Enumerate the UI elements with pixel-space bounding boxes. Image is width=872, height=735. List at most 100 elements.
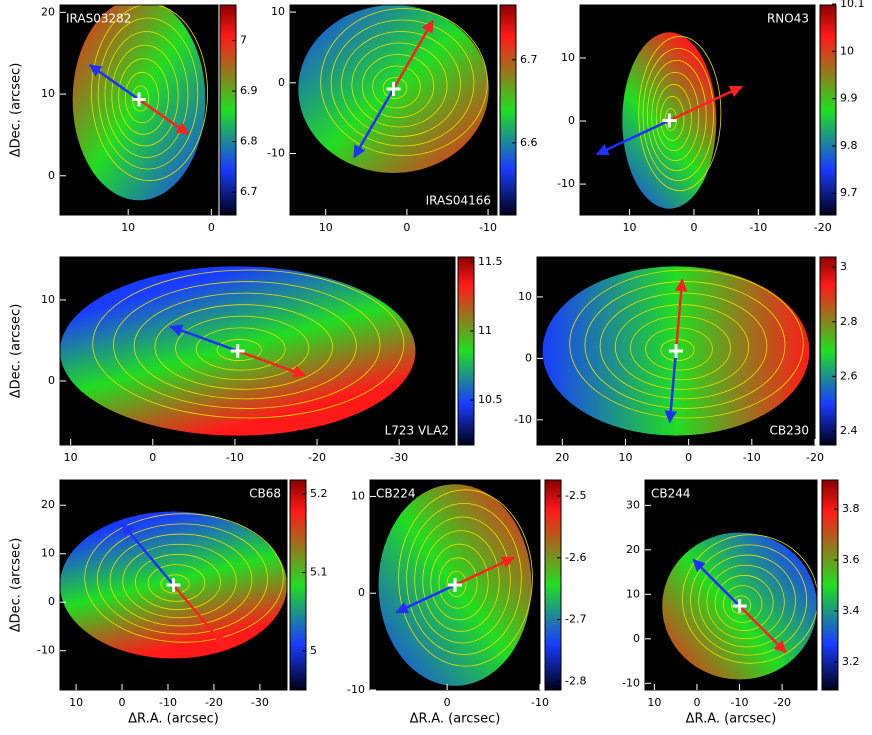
x-tick-label: -20 bbox=[308, 451, 326, 464]
x-tick-label: 0 bbox=[444, 696, 451, 709]
y-tick-label: 0 bbox=[48, 169, 55, 182]
contour bbox=[422, 530, 500, 632]
x-tick-label: 10 bbox=[618, 451, 632, 464]
panel-title: CB224 bbox=[376, 487, 416, 501]
contour bbox=[731, 595, 752, 615]
x-tick-label: -10 bbox=[531, 696, 549, 709]
colorbar-tick-label: -2.8 bbox=[565, 674, 586, 687]
contour bbox=[341, 31, 461, 137]
contour bbox=[655, 84, 692, 151]
contour bbox=[660, 96, 685, 141]
colorbar-tick-label: -2.5 bbox=[565, 489, 586, 502]
source-cross bbox=[732, 599, 747, 613]
y-tick-label: 10 bbox=[351, 489, 365, 502]
x-tick-label: -20 bbox=[205, 696, 223, 709]
x-tick-label: -20 bbox=[773, 696, 791, 709]
blue-lobe-arrow bbox=[395, 583, 456, 614]
x-tick-label: -10 bbox=[226, 451, 244, 464]
contour bbox=[111, 44, 179, 147]
panel-title: RNO43 bbox=[767, 12, 809, 26]
plot-frame bbox=[289, 4, 498, 216]
contour bbox=[122, 543, 237, 619]
y-tick-label: 0 bbox=[48, 595, 55, 608]
contour bbox=[382, 77, 408, 99]
colorbar-tick-label: 6.8 bbox=[240, 135, 258, 148]
y-tick-label: -10 bbox=[267, 146, 285, 159]
panel-title: CB230 bbox=[769, 424, 809, 438]
colorbar-tick-label: 7 bbox=[240, 33, 247, 46]
contour bbox=[118, 58, 169, 135]
y-tick-label: -10 bbox=[557, 177, 575, 190]
contour bbox=[125, 71, 159, 124]
y-tick-label: 0 bbox=[358, 586, 365, 599]
contour bbox=[92, 269, 405, 419]
x-tick-label: 10 bbox=[64, 451, 78, 464]
y-tick-label: 10 bbox=[41, 293, 55, 306]
panel-title: IRAS04166 bbox=[426, 194, 491, 208]
map bbox=[662, 532, 817, 680]
plot-frame bbox=[59, 479, 288, 691]
source-cross bbox=[230, 344, 245, 358]
contour bbox=[430, 543, 489, 621]
x-tick-label: 0 bbox=[693, 696, 700, 709]
colorbar-tick-label: -2.6 bbox=[565, 551, 586, 564]
contour bbox=[154, 304, 334, 390]
panel-title: CB244 bbox=[651, 487, 691, 501]
source-cross bbox=[662, 113, 677, 128]
contour bbox=[97, 17, 199, 170]
colorbar bbox=[819, 256, 837, 446]
y-axis-label: ΔDec. (arcsec) bbox=[9, 63, 24, 158]
contour bbox=[361, 54, 435, 118]
contour bbox=[438, 557, 478, 609]
colorbar-tick-label: 2.8 bbox=[840, 315, 858, 328]
contour bbox=[113, 281, 381, 409]
contour bbox=[714, 575, 774, 631]
contour bbox=[599, 292, 768, 400]
x-axis-label: ΔR.A. (arcsec) bbox=[128, 712, 219, 727]
colorbar-tick-label: 3.2 bbox=[842, 655, 860, 668]
contour bbox=[414, 516, 511, 644]
y-axis-label: ΔDec. (arcsec) bbox=[9, 538, 24, 633]
red-lobe-arrow bbox=[668, 85, 743, 122]
y-tick-label: -10 bbox=[347, 683, 365, 696]
contour bbox=[330, 19, 475, 147]
y-tick-label: 10 bbox=[41, 87, 55, 100]
y-tick-label: 20 bbox=[41, 498, 55, 511]
x-tick-label: 10 bbox=[319, 221, 333, 234]
plot-frame bbox=[369, 479, 541, 691]
contour bbox=[722, 585, 763, 623]
x-tick-label: -10 bbox=[731, 696, 749, 709]
y-tick-label: 30 bbox=[626, 498, 640, 511]
colorbar-tick-label: 10 bbox=[840, 44, 854, 57]
red-lobe-arrow bbox=[138, 98, 190, 135]
x-tick-label: -30 bbox=[390, 451, 408, 464]
colorbar bbox=[821, 479, 839, 691]
x-tick-label: 10 bbox=[121, 221, 135, 234]
source-cross bbox=[132, 92, 146, 107]
contour bbox=[446, 571, 467, 598]
contour bbox=[614, 304, 750, 390]
y-tick-label: 10 bbox=[626, 587, 640, 600]
red-lobe-arrow bbox=[738, 605, 787, 654]
panel-title: IRAS03282 bbox=[66, 12, 131, 26]
colorbar-tick-label: 2.6 bbox=[840, 369, 858, 382]
source-cross bbox=[448, 578, 462, 592]
x-tick-label: 0 bbox=[685, 451, 692, 464]
colorbar bbox=[457, 256, 475, 446]
colorbar-tick-label: 11.5 bbox=[478, 255, 503, 268]
plot-frame bbox=[59, 4, 219, 216]
contour bbox=[690, 544, 808, 656]
colorbar-tick-label: 3 bbox=[840, 260, 847, 273]
contour bbox=[135, 554, 221, 610]
colorbar-tick-label: 5 bbox=[310, 644, 317, 657]
colorbar-tick-label: 9.9 bbox=[840, 92, 858, 105]
colorbar-tick-label: 6.6 bbox=[520, 136, 538, 149]
x-tick-label: -10 bbox=[159, 696, 177, 709]
contour bbox=[91, 5, 208, 182]
y-tick-label: 10 bbox=[561, 51, 575, 64]
map bbox=[595, 32, 743, 209]
y-tick-label: 0 bbox=[633, 632, 640, 645]
map bbox=[542, 266, 810, 436]
colorbar-tick-label: 6.9 bbox=[240, 84, 258, 97]
y-tick-label: -10 bbox=[514, 413, 532, 426]
